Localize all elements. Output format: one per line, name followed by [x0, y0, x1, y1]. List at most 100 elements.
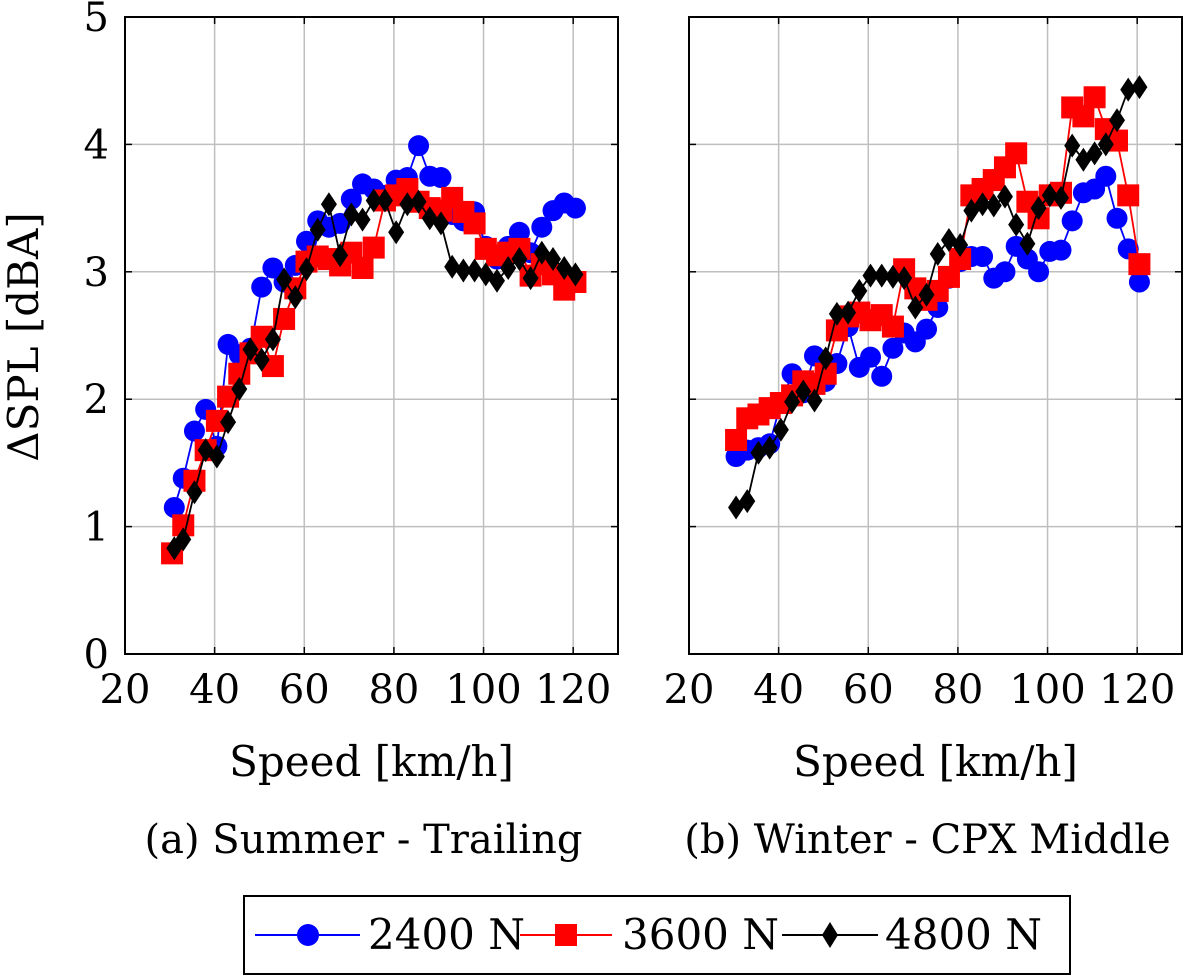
x-tick-label: 60 [279, 667, 330, 713]
data-point [937, 265, 960, 288]
plot-frame [688, 16, 1183, 655]
data-point [772, 417, 789, 442]
x-tick-label: 60 [843, 667, 894, 713]
data-point [432, 211, 449, 236]
data-point [208, 444, 225, 469]
y-tick-label: 0 [84, 632, 109, 678]
data-point [1008, 212, 1025, 237]
legend: 2400 N 3600 N 4800 N [243, 895, 1071, 975]
data-point [251, 276, 273, 298]
data-point [1117, 184, 1140, 207]
data-point [262, 257, 284, 279]
y-tick-label: 3 [84, 250, 109, 296]
data-point [996, 184, 1013, 209]
data-point [399, 192, 416, 217]
data-point [828, 301, 845, 326]
x-axis-label: Speed [km/h] [229, 737, 514, 786]
data-point [264, 327, 281, 352]
x-tick-label: 80 [368, 667, 419, 713]
x-tick-label: 40 [753, 667, 804, 713]
data-point [1041, 183, 1058, 208]
data-point [388, 220, 405, 245]
data-point [500, 255, 517, 280]
legend-label-3600: 3600 N [622, 910, 779, 959]
data-point [882, 337, 904, 359]
data-point [511, 247, 528, 272]
data-point [175, 527, 192, 552]
data-point [1030, 196, 1047, 221]
legend-entry-4800: 4800 N [782, 910, 1042, 959]
data-point [784, 389, 801, 414]
x-tick-label: 20 [664, 667, 715, 713]
data-point [455, 258, 472, 283]
panel-winter-cpx-middle: 20 40 60 80 100 120 Speed [km/h] (b) Winter - C… [664, 16, 1183, 863]
data-point [761, 435, 778, 460]
series-4800-n [166, 188, 584, 561]
x-tick-label: 120 [1099, 667, 1175, 713]
data-point [163, 496, 185, 518]
data-point [817, 346, 834, 371]
panel-caption: (a) Summer - Trailing [145, 817, 583, 863]
data-point [463, 212, 486, 235]
data-point [806, 388, 823, 413]
data-point [1097, 132, 1114, 157]
data-point [851, 278, 868, 303]
data-point [1072, 105, 1095, 128]
data-point [916, 318, 938, 340]
data-point [896, 266, 913, 291]
data-point [220, 410, 237, 435]
data-point [444, 254, 461, 279]
data-point [410, 189, 427, 214]
data-point [1128, 253, 1151, 276]
data-point [1028, 261, 1050, 283]
data-point [884, 264, 901, 289]
legend-label-2400: 2400 N [368, 910, 525, 959]
x-tick-label: 80 [932, 667, 983, 713]
data-point [430, 167, 452, 189]
data-point [985, 193, 1002, 218]
data-point [298, 257, 315, 282]
y-tick-label: 1 [84, 505, 109, 551]
data-point [739, 489, 756, 514]
data-point [725, 428, 748, 451]
data-point [408, 135, 430, 157]
data-point [1052, 185, 1069, 210]
series-4800-n [728, 75, 1148, 520]
data-point [354, 207, 371, 232]
diamond-icon [822, 922, 838, 948]
data-point [564, 197, 586, 219]
data-point [183, 420, 205, 442]
legend-label-4800: 4800 N [885, 910, 1042, 959]
data-point [1061, 210, 1083, 232]
data-point [1083, 86, 1106, 109]
data-point [567, 262, 584, 287]
data-point [186, 480, 203, 505]
x-tick-label: 20 [100, 667, 151, 713]
x-tick-label: 100 [1009, 667, 1085, 713]
data-point [929, 241, 946, 266]
square-icon [555, 924, 577, 946]
data-point [231, 377, 248, 402]
data-point [205, 409, 228, 432]
data-point [242, 337, 259, 362]
data-point [1131, 75, 1148, 100]
legend-box [243, 895, 1071, 975]
data-point [522, 266, 539, 291]
data-point [1095, 165, 1117, 187]
data-point [1120, 77, 1137, 102]
circle-icon [297, 924, 319, 946]
legend-entry-3600: 3600 N [520, 910, 779, 959]
plot-frame [124, 16, 619, 655]
data-point [860, 346, 882, 368]
panel-caption: (b) Winter - CPX Middle [684, 817, 1170, 863]
data-point [376, 188, 393, 213]
y-tick-label: 2 [84, 377, 109, 423]
data-point [1050, 239, 1072, 261]
data-point [466, 258, 483, 283]
data-point [974, 192, 991, 217]
data-point [545, 247, 562, 272]
series-2400-n [725, 165, 1150, 468]
data-point [1109, 108, 1126, 133]
data-point [1064, 133, 1081, 158]
